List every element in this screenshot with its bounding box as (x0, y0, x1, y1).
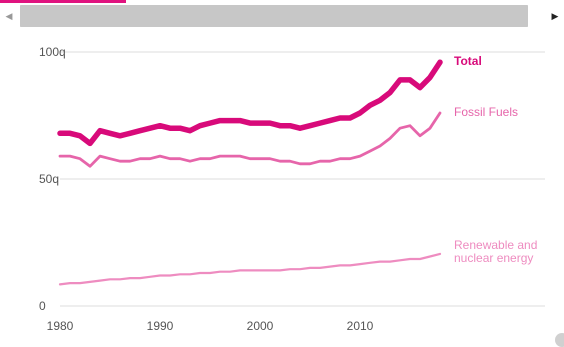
x-tick-label: 1980 (47, 319, 74, 333)
scroll-thumb[interactable] (20, 5, 528, 27)
scroll-bar: ◀ ▶ (0, 0, 564, 38)
chevron-right-icon[interactable]: ▶ (551, 10, 559, 21)
series-label-renewable-line: Renewable and (454, 238, 537, 252)
fossil-fuels-line (58, 111, 442, 168)
y-tick-label: 100q (39, 45, 66, 59)
x-tick-label: 2010 (347, 319, 374, 333)
corner-indicator (555, 333, 564, 347)
series-label-total: Total (454, 54, 482, 68)
y-tick-label: 0 (39, 299, 46, 313)
series-label-renewable: Renewable and nuclear energy (454, 238, 537, 265)
scroll-track[interactable] (20, 5, 528, 27)
y-tick-label: 50q (39, 172, 59, 186)
total-line (57, 59, 443, 147)
x-tick-label: 1990 (147, 319, 174, 333)
accent-underline (0, 0, 126, 3)
chevron-left-icon[interactable]: ◀ (5, 10, 13, 21)
series-label-fossil-fuels: Fossil Fuels (454, 105, 518, 119)
x-tick-label: 2000 (247, 319, 274, 333)
series-label-renewable-line: nuclear energy (454, 251, 533, 265)
renewable-line (58, 252, 442, 286)
